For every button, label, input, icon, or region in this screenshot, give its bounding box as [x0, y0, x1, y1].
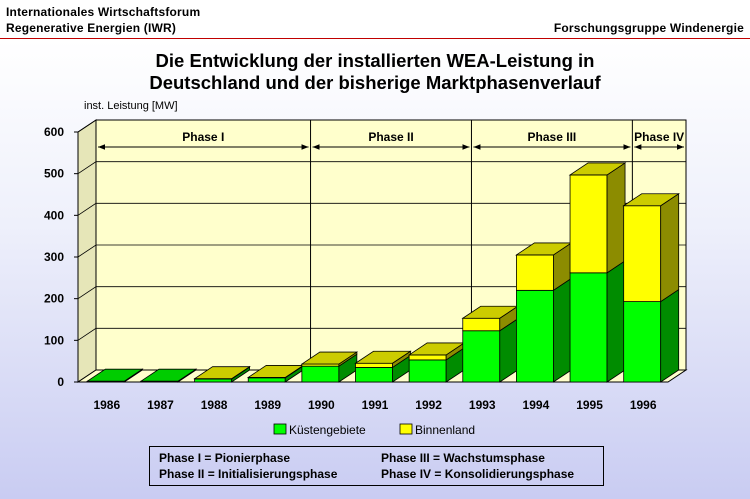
bar-kuestengebiete: [408, 359, 447, 383]
legend-swatch: [273, 423, 287, 435]
bar-top-face: [354, 350, 412, 364]
y-tick-label: 400: [44, 208, 64, 222]
x-tick-label: 1990: [308, 398, 335, 412]
header-org-subtitle: Regenerative Energien (IWR): [6, 21, 177, 35]
header-research-group: Forschungsgruppe Windenergie: [553, 21, 744, 35]
legend-swatch: [399, 423, 413, 435]
bar-binnenland: [623, 205, 662, 302]
y-tick-label: 100: [44, 333, 64, 347]
x-tick-label: 1988: [201, 398, 228, 412]
y-gridline: [77, 161, 686, 174]
phase-label: Phase I: [182, 130, 224, 144]
bar-kuestengebiete: [355, 367, 393, 383]
bar-side-face: [606, 162, 626, 274]
bar-side-face: [606, 260, 626, 383]
y-tick-label: 200: [44, 292, 64, 306]
bar-top-face: [568, 162, 627, 176]
header-org-name: Internationales Wirtschaftsforum: [6, 5, 201, 19]
legend-label: Binnenland: [415, 423, 475, 437]
chart-title: Die Entwicklung der installierten WEA-Le…: [0, 50, 750, 94]
legend-label: Küstengebiete: [289, 423, 366, 437]
y-gridline: [77, 119, 686, 133]
bar-side-face: [660, 193, 680, 303]
phase-label: Phase IV: [634, 130, 684, 144]
header-left: Internationales Wirtschaftsforum Regener…: [6, 4, 200, 36]
phase-legend-box: Phase I = Pionierphase Phase II = Initia…: [149, 446, 604, 486]
phase-legend-p2: Phase II = Initialisierungsphase: [159, 467, 338, 481]
bar-kuestengebiete: [623, 301, 662, 383]
bar-top-face: [622, 193, 681, 207]
bar-binnenland: [408, 354, 447, 361]
x-tick-label: 1993: [469, 398, 496, 412]
x-tick-label: 1995: [576, 398, 603, 412]
y-tick-label: 600: [44, 125, 64, 139]
y-tick-label: 500: [44, 167, 64, 181]
bar-binnenland: [355, 362, 393, 368]
x-tick-label: 1989: [254, 398, 281, 412]
bar-binnenland: [516, 254, 554, 291]
chart-title-line-1: Die Entwicklung der installierten WEA-Le…: [155, 50, 595, 71]
x-tick-label: 1991: [362, 398, 389, 412]
x-tick-label: 1992: [415, 398, 442, 412]
bar-top-face: [300, 351, 359, 365]
bar-binnenland: [462, 317, 501, 332]
phase-legend-p4: Phase IV = Konsolidierungsphase: [381, 467, 575, 481]
phase-legend-p1: Phase I = Pionierphase: [159, 451, 291, 465]
y-tick-label: 300: [44, 250, 64, 264]
phase-label: Phase III: [528, 130, 577, 144]
y-tick-label: 0: [57, 375, 64, 389]
bar-top-face: [193, 366, 251, 380]
x-tick-label: 1986: [93, 398, 120, 412]
x-tick-label: 1994: [523, 398, 550, 412]
bar-side-face: [660, 288, 680, 383]
y-gridline: [77, 244, 686, 258]
bar-binnenland: [569, 174, 608, 274]
header-divider: [0, 38, 750, 39]
phase-label: Phase II: [368, 130, 413, 144]
bar-kuestengebiete: [516, 289, 554, 383]
bar-kuestengebiete: [194, 378, 232, 383]
bar-kuestengebiete: [569, 272, 608, 383]
bar-side-face: [553, 277, 572, 383]
x-tick-label: 1996: [630, 398, 657, 412]
phase-legend-p3: Phase III = Wachstumsphase: [381, 451, 545, 465]
y-gridline: [77, 202, 686, 216]
bar-top-face: [139, 368, 198, 382]
bar-top-face: [85, 368, 144, 382]
bar-kuestengebiete: [301, 365, 340, 383]
y-gridline: [77, 286, 686, 299]
x-tick-label: 1987: [147, 398, 174, 412]
bar-kuestengebiete: [462, 330, 501, 383]
bar-kuestengebiete: [247, 377, 286, 383]
chart-title-line-2: Deutschland und der bisherige Marktphase…: [149, 72, 601, 93]
y-axis-label: inst. Leistung [MW]: [84, 100, 178, 112]
